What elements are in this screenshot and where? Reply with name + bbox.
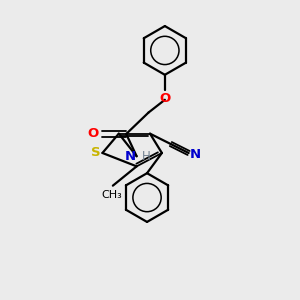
Text: S: S	[91, 146, 101, 160]
Text: N: N	[190, 148, 201, 161]
Text: O: O	[87, 128, 98, 140]
Text: O: O	[159, 92, 170, 105]
Text: CH₃: CH₃	[101, 190, 122, 200]
Text: H: H	[141, 150, 150, 163]
Text: N: N	[125, 150, 136, 163]
